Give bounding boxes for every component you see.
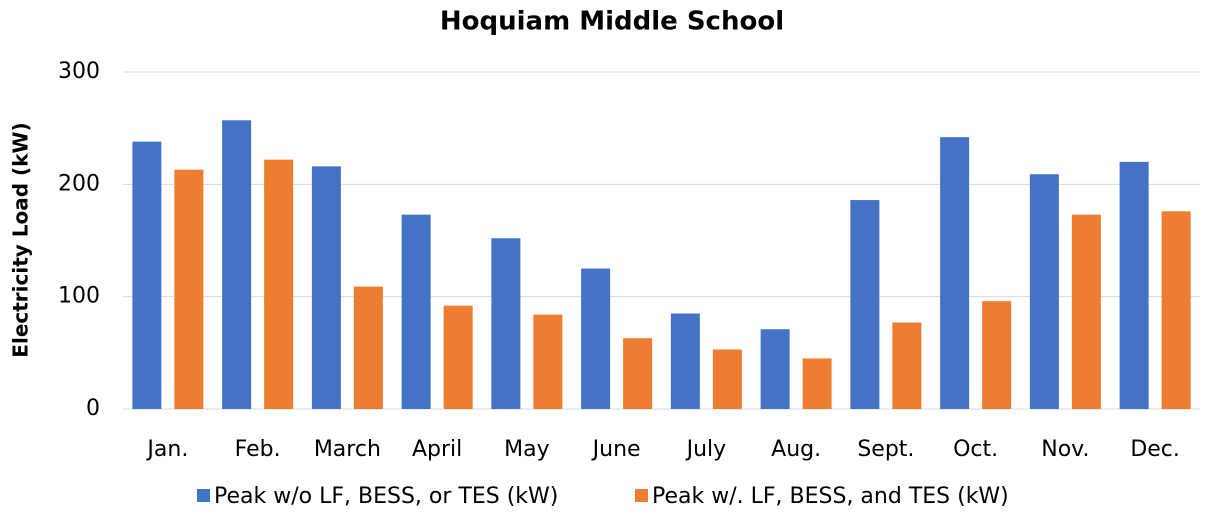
y-tick-label: 300 bbox=[58, 59, 100, 84]
legend-label: Peak w/. LF, BESS, and TES (kW) bbox=[652, 484, 1009, 509]
x-tick-label: Dec. bbox=[1130, 437, 1180, 462]
x-tick-label: Jan. bbox=[145, 437, 188, 462]
bar bbox=[850, 200, 880, 409]
bar bbox=[1161, 211, 1191, 409]
bar bbox=[311, 166, 341, 409]
bar bbox=[533, 314, 563, 409]
bar bbox=[712, 349, 742, 409]
bar bbox=[1029, 174, 1059, 409]
bar bbox=[670, 313, 700, 409]
bar bbox=[353, 286, 383, 409]
bar bbox=[892, 322, 922, 409]
legend-label: Peak w/o LF, BESS, or TES (kW) bbox=[214, 484, 558, 509]
bar bbox=[174, 169, 204, 409]
bar bbox=[581, 268, 611, 409]
y-tick-label: 100 bbox=[58, 284, 100, 309]
x-tick-label: April bbox=[412, 437, 462, 462]
x-tick-label: May bbox=[504, 437, 549, 462]
y-axis-title: Electricity Load (kW) bbox=[9, 122, 33, 357]
x-tick-label: Nov. bbox=[1041, 437, 1089, 462]
chart-title: Hoquiam Middle School bbox=[440, 7, 784, 37]
bar bbox=[802, 358, 832, 409]
x-tick-label: Oct. bbox=[953, 437, 998, 462]
x-tick-label: March bbox=[314, 437, 381, 462]
x-tick-label: June bbox=[591, 437, 641, 462]
x-tick-label: Feb. bbox=[235, 437, 281, 462]
bar bbox=[491, 238, 521, 409]
x-tick-label: Sept. bbox=[857, 437, 914, 462]
bar bbox=[443, 305, 473, 409]
bar bbox=[401, 214, 431, 409]
bar bbox=[264, 159, 294, 409]
y-tick-label: 200 bbox=[58, 171, 100, 196]
bar bbox=[760, 329, 790, 409]
bar bbox=[940, 137, 970, 410]
y-tick-label: 0 bbox=[86, 396, 100, 421]
x-tick-label: July bbox=[685, 437, 727, 462]
bar bbox=[982, 301, 1012, 409]
x-tick-label: Aug. bbox=[771, 437, 821, 462]
legend-swatch bbox=[197, 489, 210, 502]
bar bbox=[1119, 161, 1149, 409]
bar bbox=[222, 120, 252, 409]
bar bbox=[623, 338, 653, 409]
bar bbox=[132, 141, 162, 409]
legend-swatch bbox=[635, 489, 648, 502]
bar bbox=[1071, 214, 1101, 409]
